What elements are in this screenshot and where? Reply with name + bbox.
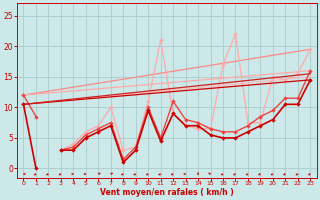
X-axis label: Vent moyen/en rafales ( km/h ): Vent moyen/en rafales ( km/h ): [100, 188, 234, 197]
